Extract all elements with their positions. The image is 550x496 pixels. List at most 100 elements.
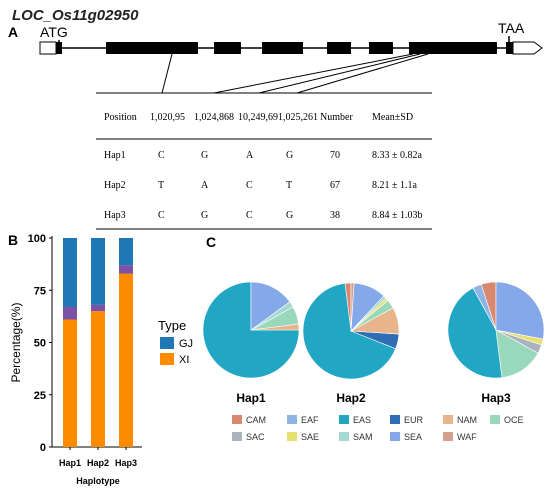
legend-label: OCE bbox=[504, 415, 524, 425]
table-cell: A bbox=[201, 180, 209, 191]
bar-segment-other bbox=[119, 265, 133, 274]
snp-connector-1 bbox=[161, 53, 173, 94]
y-tick-label: 0 bbox=[40, 442, 46, 454]
table-cell: 67 bbox=[330, 180, 340, 191]
utr-3-prime-arrow bbox=[512, 41, 543, 55]
panel-a: LOC_Os11g02950 A ATG TAA bbox=[8, 7, 543, 230]
legend-swatch bbox=[232, 415, 242, 424]
pie-slice-sea bbox=[495, 281, 545, 340]
table-body: Hap1 C G A G 70 8.33 ± 0.82a Hap2 T A C T 67 8.21 ± 1… bbox=[104, 150, 423, 221]
legend-swatch bbox=[490, 415, 500, 424]
table-row: Hap1 C G A G 70 8.33 ± 0.82a bbox=[104, 150, 422, 161]
snp-connector-4 bbox=[296, 53, 429, 94]
legend-swatch bbox=[232, 432, 242, 441]
exon-2 bbox=[106, 42, 198, 54]
legend-label: EAS bbox=[353, 415, 371, 425]
legend-label: SAE bbox=[301, 432, 319, 442]
x-tick-label: Hap2 bbox=[87, 458, 109, 468]
legend-label: EUR bbox=[404, 415, 424, 425]
pie-hap2: Hap2 bbox=[302, 282, 400, 405]
bar-segment-xi bbox=[63, 319, 77, 447]
legend-swatch bbox=[339, 432, 349, 441]
legend-label: SEA bbox=[404, 432, 422, 442]
table-header-cell: Mean±SD bbox=[372, 112, 413, 123]
exon-6 bbox=[369, 42, 393, 54]
legend-item-sea: SEA bbox=[390, 432, 422, 442]
legend-swatch bbox=[390, 415, 400, 424]
legend-title: Type bbox=[158, 318, 186, 333]
start-codon-label: ATG bbox=[40, 24, 68, 40]
legend-swatch bbox=[443, 432, 453, 441]
legend-swatch bbox=[443, 415, 453, 424]
legend-label: EAF bbox=[301, 415, 319, 425]
bar-segment-gj bbox=[91, 238, 105, 305]
snp-connector-2 bbox=[213, 53, 414, 94]
table-cell: Hap2 bbox=[104, 180, 126, 191]
bar-segment-xi bbox=[119, 273, 133, 447]
haplotype-table: Position 1,020,95 1,024,868 10,249,69 1,025,… bbox=[96, 92, 432, 230]
gene-structure bbox=[39, 41, 543, 55]
legend-label: SAC bbox=[246, 432, 265, 442]
table-cell: 38 bbox=[330, 210, 340, 221]
table-cell: T bbox=[158, 180, 164, 191]
pie-slice-eas bbox=[302, 283, 397, 380]
stacked-bar-chart: 0 25 50 75 100 Percentage(%) Hap1 Hap2 Hap3 Haplo… bbox=[9, 233, 142, 486]
table-row: Hap2 T A C T 67 8.21 ± 1.1a bbox=[104, 180, 417, 191]
table-header-cell: 1,025,261 bbox=[278, 112, 318, 123]
x-axis-title: Haplotype bbox=[76, 476, 120, 486]
panel-c: C Hap1 Hap2 Hap3 CAM EAF EAS EUR NAM OCE SAC SAE S… bbox=[202, 234, 545, 442]
table-header-cell: Position bbox=[104, 112, 137, 123]
bar-segment-gj bbox=[63, 238, 77, 307]
table-header-cell: 1,020,95 bbox=[150, 112, 185, 123]
legend-label: WAF bbox=[457, 432, 477, 442]
legend-item-sac: SAC bbox=[232, 432, 265, 442]
y-tick-label: 25 bbox=[34, 390, 46, 402]
bar-segment-gj bbox=[119, 238, 133, 266]
exon-3 bbox=[214, 42, 241, 54]
pie-slice-eas bbox=[447, 287, 503, 379]
pie-slice-sea bbox=[250, 281, 291, 331]
legend-item-nam: NAM bbox=[443, 415, 477, 425]
pie-slice-eas bbox=[202, 281, 300, 379]
exon-4 bbox=[262, 42, 303, 54]
legend-item-eas: EAS bbox=[339, 415, 371, 425]
panel-a-label: A bbox=[8, 24, 18, 40]
panel-b-label: B bbox=[8, 232, 18, 248]
table-cell: Hap1 bbox=[104, 150, 126, 161]
legend-swatch bbox=[287, 415, 297, 424]
pie-label: Hap1 bbox=[236, 391, 266, 405]
legend-label-xi: XI bbox=[179, 354, 189, 366]
pie-hap3: Hap3 bbox=[447, 281, 545, 405]
legend-label-gj: GJ bbox=[179, 338, 193, 350]
pie-slice-waf bbox=[350, 282, 355, 332]
panel-b: B 0 25 50 75 100 Percentage(%) Hap1 Hap2 Hap3 Hap… bbox=[8, 232, 193, 486]
y-tick-label: 100 bbox=[28, 233, 46, 245]
legend-item-sae: SAE bbox=[287, 432, 319, 442]
exon-7 bbox=[409, 42, 497, 54]
x-tick-label: Hap3 bbox=[115, 458, 137, 468]
bar-segment-xi bbox=[91, 311, 105, 447]
pie-legend: CAM EAF EAS EUR NAM OCE SAC SAE SAM SEA WAF bbox=[232, 415, 524, 442]
table-cell: C bbox=[158, 150, 165, 161]
legend-swatch bbox=[287, 432, 297, 441]
y-tick-label: 50 bbox=[34, 338, 46, 350]
table-cell: 8.84 ± 1.03b bbox=[372, 210, 423, 221]
pie-charts: Hap1 Hap2 Hap3 bbox=[202, 281, 545, 405]
legend-item-eaf: EAF bbox=[287, 415, 319, 425]
pie-label: Hap2 bbox=[336, 391, 366, 405]
legend-label: SAM bbox=[353, 432, 373, 442]
table-header-cell: Number bbox=[320, 112, 353, 123]
legend-swatch-xi bbox=[160, 353, 174, 365]
panel-c-label: C bbox=[206, 234, 216, 250]
table-cell: G bbox=[201, 150, 208, 161]
utr-5-prime bbox=[39, 41, 57, 55]
table-header-cell: 10,249,69 bbox=[238, 112, 278, 123]
table-cell: 8.33 ± 0.82a bbox=[372, 150, 422, 161]
table-cell: C bbox=[246, 210, 253, 221]
legend-item-sam: SAM bbox=[339, 432, 373, 442]
snp-connectors bbox=[161, 53, 429, 94]
table-cell: G bbox=[201, 210, 208, 221]
table-cell: Hap3 bbox=[104, 210, 126, 221]
table-cell: T bbox=[286, 180, 292, 191]
